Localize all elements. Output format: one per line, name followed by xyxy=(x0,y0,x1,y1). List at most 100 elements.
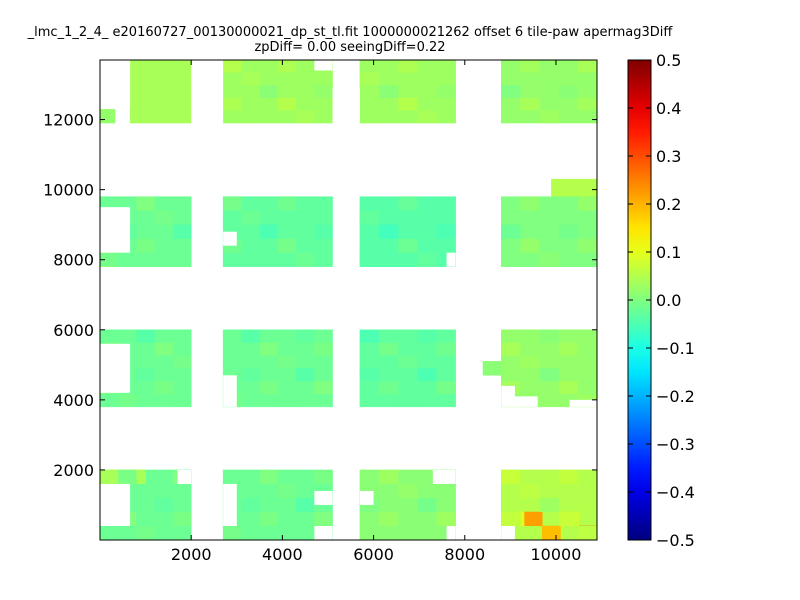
heatmap-cell-detail xyxy=(520,525,540,540)
heatmap-cell-detail xyxy=(296,368,315,382)
heatmap-cell-detail xyxy=(241,72,260,86)
heatmap-cell-detail xyxy=(154,381,173,395)
no-data-region xyxy=(446,525,456,540)
heatmap-cell-detail xyxy=(241,210,260,225)
heatmap-cell-detail xyxy=(172,224,192,239)
heatmap-cell-detail xyxy=(259,381,278,395)
heatmap-cell-detail xyxy=(417,368,437,382)
no-data-region xyxy=(332,88,360,124)
heatmap-cell-detail xyxy=(172,511,192,526)
heatmap-cell-detail xyxy=(539,329,559,343)
heatmap-cell-detail xyxy=(154,210,173,225)
heatmap-cell-detail xyxy=(241,497,260,512)
heatmap-cell-detail xyxy=(436,381,456,395)
heatmap-cell-detail xyxy=(379,511,399,526)
heatmap-cell-detail xyxy=(259,85,278,98)
heatmap-cell-detail xyxy=(154,252,173,267)
heatmap-cell-detail xyxy=(436,511,456,526)
heatmap-cell-detail xyxy=(136,196,155,211)
no-data-region xyxy=(223,375,237,407)
heatmap-cell-detail xyxy=(277,525,297,540)
heatmap-cell-detail xyxy=(577,238,597,253)
x-tick-label: 8000 xyxy=(444,545,485,564)
no-data-region xyxy=(432,469,456,484)
heatmap-cell-detail xyxy=(172,394,192,407)
heatmap-cell-detail xyxy=(539,497,559,512)
no-data-region xyxy=(359,490,374,505)
heatmap-cell-detail xyxy=(241,329,260,343)
no-data-region xyxy=(314,525,333,540)
y-tick-label: 6000 xyxy=(53,321,94,340)
heatmap-cell-detail xyxy=(259,511,278,526)
heatmap-cell-detail xyxy=(277,196,297,211)
heatmap-cell-detail xyxy=(436,342,456,356)
colorbar-tick-label: −0.3 xyxy=(656,435,695,454)
heatmap-cell-detail xyxy=(539,252,559,267)
heatmap-cell-detail xyxy=(501,85,521,98)
no-data-region xyxy=(177,469,192,484)
heatmap-cell-detail xyxy=(436,224,456,239)
heatmap-cell-detail xyxy=(558,469,578,484)
colorbar-tick-label: 0.5 xyxy=(656,51,681,70)
heatmap-cell-detail xyxy=(501,342,521,356)
heatmap-cell-detail xyxy=(359,72,380,86)
colorbar-tick-label: −0.2 xyxy=(656,387,695,406)
no-data-region xyxy=(100,207,131,253)
no-data-region xyxy=(223,231,237,246)
heatmap-cell-detail xyxy=(154,497,173,512)
no-data-region xyxy=(569,399,597,407)
heatmap-cell-detail xyxy=(558,224,578,239)
x-tick-label: 4000 xyxy=(262,545,303,564)
heatmap-cell-detail xyxy=(501,469,521,484)
heatmap-cell-detail xyxy=(577,355,597,369)
x-tick-label: 6000 xyxy=(353,545,394,564)
colorbar-tick-label: 0.1 xyxy=(656,243,681,262)
heatmap-cell-detail xyxy=(436,85,456,98)
heatmap-cell-detail xyxy=(154,342,173,356)
heatmap-cell-detail xyxy=(296,497,315,512)
x-tick-label: 2000 xyxy=(171,545,212,564)
heatmap-cell-detail xyxy=(314,224,333,239)
heatmap-cell-detail xyxy=(379,469,399,484)
heatmap-cell-detail xyxy=(379,381,399,395)
plot-frame xyxy=(99,59,598,541)
heatmap-cell-detail xyxy=(558,381,578,395)
heatmap-cell-detail xyxy=(539,72,559,86)
heatmap-cell-detail xyxy=(277,238,297,253)
heatmap-cell-detail xyxy=(417,110,437,124)
heatmap-cell-detail xyxy=(296,110,315,124)
no-data-region xyxy=(501,385,515,407)
y-tick-label: 12000 xyxy=(43,111,94,130)
heatmap-cell-detail xyxy=(520,60,540,73)
heatmap-cell-detail xyxy=(223,355,242,369)
no-data-region xyxy=(314,60,333,71)
heatmap-cell-detail xyxy=(398,525,418,540)
colorbar-tick-label: 0.2 xyxy=(656,195,681,214)
heatmap-cell-detail xyxy=(379,224,399,239)
no-data-region xyxy=(314,490,333,505)
heatmap-cell-detail xyxy=(417,252,437,267)
heatmap-cell-detail xyxy=(398,97,418,111)
heatmap-cell-detail xyxy=(539,110,559,124)
heatmap-cell xyxy=(523,511,543,527)
heatmap-cell-detail xyxy=(398,60,418,73)
heatmap-cell-detail xyxy=(417,497,437,512)
heatmap-cell-detail xyxy=(259,469,278,484)
chart-title-line-1: _lmc_1_2_4_ e20160727_00130000021_dp_st_… xyxy=(27,25,673,40)
heatmap-cell xyxy=(129,59,192,124)
heatmap-cell xyxy=(482,361,502,376)
heatmap-cell-detail xyxy=(223,196,242,211)
heatmap-cell-detail xyxy=(359,210,380,225)
heatmap-cell-detail xyxy=(558,342,578,356)
heatmap-cell-detail xyxy=(118,394,137,407)
heatmap-cell-detail xyxy=(359,329,380,343)
heatmap-cell-detail xyxy=(398,483,418,498)
heatmap-cell-detail xyxy=(501,224,521,239)
heatmap-cell-detail xyxy=(398,394,418,407)
heatmap-cell-detail xyxy=(539,210,559,225)
heatmap-cell-detail xyxy=(520,238,540,253)
colorbar-tick-label: −0.5 xyxy=(656,531,695,550)
colorbar-tick-label: 0.3 xyxy=(656,147,681,166)
heatmap-cell-detail xyxy=(379,85,399,98)
